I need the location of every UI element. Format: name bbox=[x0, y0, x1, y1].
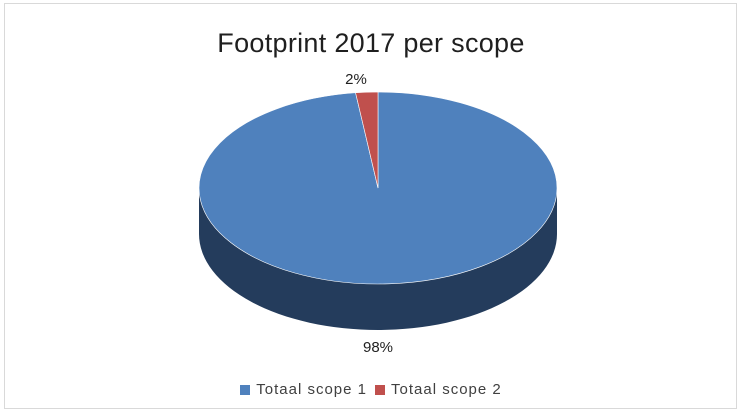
pie-side-1 bbox=[199, 188, 557, 330]
legend-swatch-scope-2 bbox=[375, 384, 385, 395]
legend-label-scope-1: Totaal scope 1 bbox=[256, 381, 367, 398]
legend-item-scope-2: Totaal scope 2 bbox=[375, 381, 502, 398]
data-label-1: 98% bbox=[363, 339, 393, 356]
pie-top bbox=[198, 91, 558, 285]
legend-item-scope-1: Totaal scope 1 bbox=[240, 381, 367, 398]
pie-slice-1 bbox=[198, 91, 558, 285]
pie-slice-2 bbox=[355, 91, 379, 189]
data-label-2: 2% bbox=[345, 71, 367, 88]
legend: Totaal scope 1 Totaal scope 2 bbox=[0, 381, 742, 398]
legend-label-scope-2: Totaal scope 2 bbox=[391, 381, 502, 398]
legend-swatch-scope-1 bbox=[240, 384, 251, 395]
pie-labels: 98% 2% bbox=[345, 71, 393, 356]
chart-title: Footprint 2017 per scope bbox=[217, 28, 525, 58]
pie-sides bbox=[199, 188, 557, 330]
